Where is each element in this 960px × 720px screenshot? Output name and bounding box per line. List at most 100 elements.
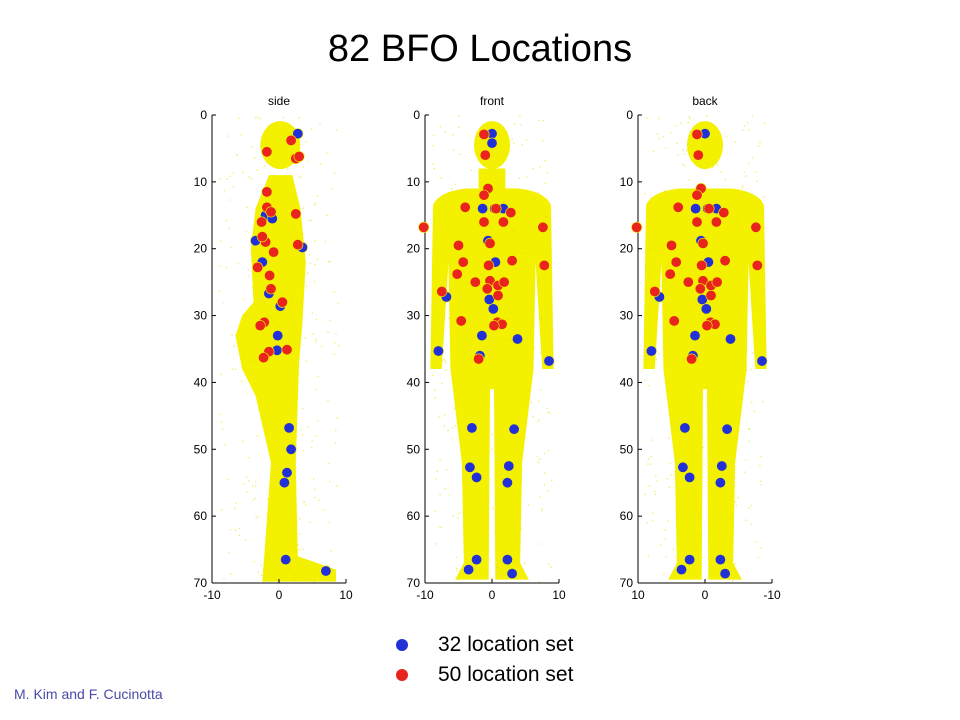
torso-and-limbs	[235, 175, 336, 582]
y-tick-label: 0	[200, 108, 207, 122]
head	[260, 121, 301, 170]
data-point-red	[268, 246, 280, 258]
data-point-red	[692, 149, 704, 161]
data-point-blue	[506, 568, 518, 580]
data-point-red	[436, 285, 448, 297]
data-point-blue	[278, 477, 290, 489]
legend-item-32: 32 location set	[390, 630, 650, 660]
y-tick-label: 30	[194, 309, 208, 323]
data-point-red	[497, 216, 509, 228]
x-tick-label: 0	[276, 588, 283, 602]
plot-title-back: back	[692, 94, 718, 108]
data-point-blue	[543, 355, 555, 367]
data-point-blue	[714, 477, 726, 489]
data-point-blue	[700, 303, 712, 315]
data-point-blue	[272, 330, 284, 342]
data-point-red	[265, 283, 277, 295]
x-tick-label: -10	[416, 588, 434, 602]
data-point-red	[451, 268, 463, 280]
data-point-blue	[477, 203, 489, 215]
data-point-red	[292, 239, 304, 251]
data-point-red	[670, 256, 682, 268]
data-point-blue	[714, 554, 726, 566]
data-point-red	[492, 289, 504, 301]
data-point-blue	[684, 554, 696, 566]
data-point-red	[455, 315, 467, 327]
plot-front: front 0 10 20 30 40 50 60 70-10 0 10	[407, 94, 566, 602]
data-point-blue	[463, 564, 475, 576]
data-point-red	[710, 216, 722, 228]
data-point-red	[473, 353, 485, 365]
y-tick-label: 0	[413, 108, 420, 122]
torso-and-limbs	[430, 188, 554, 580]
data-point-blue	[283, 422, 295, 434]
data-point-blue	[501, 477, 513, 489]
data-point-blue	[292, 128, 304, 140]
data-point-blue	[690, 203, 702, 215]
point-cloud-texture	[431, 114, 553, 583]
data-point-red	[488, 320, 500, 332]
data-point-blue	[684, 471, 696, 483]
x-tick-label: -10	[203, 588, 221, 602]
data-point-red	[696, 259, 708, 271]
data-point-red	[254, 320, 266, 332]
author-credit: M. Kim and F. Cucinotta	[14, 686, 163, 702]
data-point-blue	[320, 565, 332, 577]
data-point-blue	[487, 303, 499, 315]
data-point-blue	[756, 355, 768, 367]
data-point-red	[631, 221, 643, 233]
data-point-red	[256, 216, 268, 228]
data-point-red	[478, 189, 490, 201]
data-point-red	[694, 283, 706, 295]
y-tick-label: 50	[194, 442, 208, 456]
data-point-red	[261, 146, 273, 158]
point-cloud-texture	[218, 116, 340, 583]
data-point-red	[538, 259, 550, 271]
data-point-red	[537, 221, 549, 233]
y-tick-label: 30	[620, 309, 634, 323]
y-tick-label: 60	[194, 509, 208, 523]
data-point-red	[293, 151, 305, 163]
x-tick-label: -10	[763, 588, 781, 602]
series-50-location-set	[631, 128, 763, 365]
data-point-blue	[471, 471, 483, 483]
data-point-red	[478, 128, 490, 140]
data-point-red	[691, 216, 703, 228]
data-point-blue	[689, 330, 701, 342]
data-point-blue	[466, 422, 478, 434]
data-point-red	[478, 216, 490, 228]
plot-title-front: front	[480, 94, 505, 108]
data-point-blue	[645, 345, 657, 357]
data-point-red	[484, 237, 496, 249]
data-point-red	[672, 201, 684, 213]
y-tick-label: 70	[194, 576, 208, 590]
data-point-blue	[677, 461, 689, 473]
data-point-red	[256, 231, 268, 243]
data-point-blue	[716, 460, 728, 472]
x-tick-label: 10	[631, 588, 645, 602]
data-point-blue	[719, 568, 731, 580]
data-point-red	[750, 221, 762, 233]
plot-title-side: side	[268, 94, 290, 108]
data-point-blue	[464, 461, 476, 473]
data-point-blue	[501, 554, 513, 566]
data-point-blue	[679, 422, 691, 434]
data-point-red	[701, 320, 713, 332]
legend-label-32: 32 location set	[438, 633, 574, 656]
slide-title: 82 BFO Locations	[327, 28, 633, 70]
legend-item-50: 50 location set	[390, 660, 650, 690]
plot-side: side 0 10 20 30 40 50 60 70-10 0 10	[194, 94, 353, 602]
data-point-red	[252, 261, 264, 273]
data-point-red	[261, 186, 273, 198]
data-point-red	[703, 203, 715, 215]
data-point-red	[691, 189, 703, 201]
data-point-red	[469, 276, 481, 288]
y-tick-label: 10	[194, 175, 208, 189]
data-point-red	[479, 149, 491, 161]
data-point-blue	[724, 333, 736, 345]
data-point-red	[751, 259, 763, 271]
data-point-red	[664, 268, 676, 280]
data-point-red	[265, 206, 277, 218]
legend-label-50: 50 location set	[438, 663, 574, 686]
